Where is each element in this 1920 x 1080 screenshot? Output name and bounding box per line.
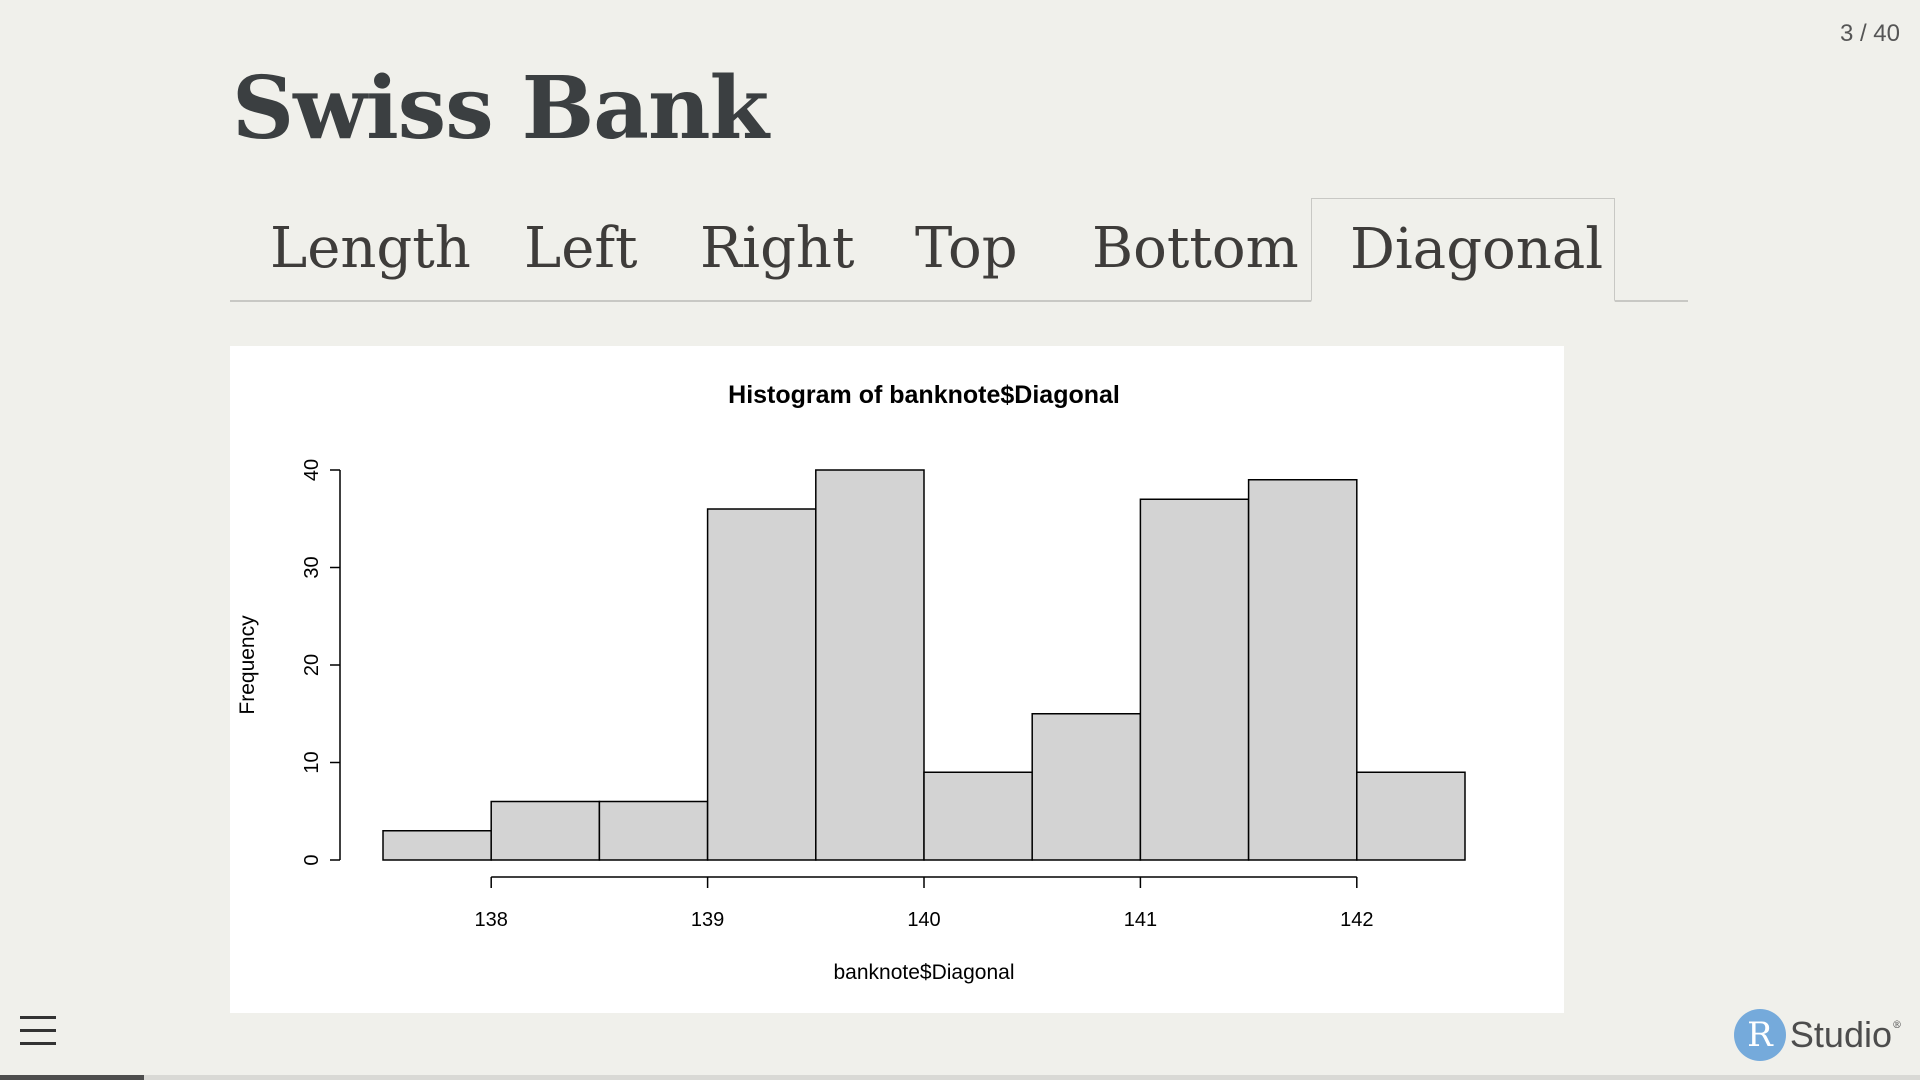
x-tick-label: 142 xyxy=(1340,909,1373,931)
x-tick-label: 140 xyxy=(907,909,940,931)
axes-group: 0 10 20 30 40 138 139 140 141 142 xyxy=(301,459,1373,931)
tabset: Length Left Right Top Bottom Diagonal xyxy=(230,198,1688,302)
y-tick-label: 10 xyxy=(301,751,323,773)
y-tick-label: 0 xyxy=(301,854,323,865)
progress-fill xyxy=(0,1075,144,1080)
r-logo-icon: R xyxy=(1733,1009,1786,1061)
histogram-bar xyxy=(923,771,1033,861)
rstudio-logo: R Studio ® xyxy=(1733,1008,1902,1062)
y-tick-label: 20 xyxy=(301,654,323,676)
slide-counter: 3 / 40 xyxy=(1839,20,1900,47)
histogram-bar xyxy=(1247,479,1358,861)
tab-right[interactable]: Right xyxy=(700,216,855,281)
histogram-bar xyxy=(490,800,601,861)
tab-left[interactable]: Left xyxy=(524,216,638,281)
x-tick-label: 141 xyxy=(1124,909,1157,931)
y-axis-label: Frequency xyxy=(236,615,259,715)
histogram-bar xyxy=(382,830,492,861)
menu-line xyxy=(20,1016,56,1019)
progress-bar xyxy=(0,1075,1920,1080)
menu-line xyxy=(20,1042,56,1045)
histogram-bar xyxy=(1031,713,1142,861)
histogram-panel: Histogram of banknote$Diagonal Frequency… xyxy=(230,346,1564,1013)
menu-line xyxy=(20,1029,56,1032)
page-title: Swiss Bank xyxy=(232,58,769,159)
histogram-bar xyxy=(598,800,709,861)
menu-icon[interactable] xyxy=(20,1016,56,1052)
tab-top[interactable]: Top xyxy=(915,216,1018,281)
bars-group xyxy=(382,469,1466,861)
chart-title: Histogram of banknote$Diagonal xyxy=(728,381,1120,409)
tab-bottom[interactable]: Bottom xyxy=(1092,216,1299,281)
registered-mark: ® xyxy=(1892,1020,1902,1031)
tab-length[interactable]: Length xyxy=(270,216,471,281)
histogram-chart: Histogram of banknote$Diagonal Frequency… xyxy=(236,381,1466,984)
histogram-bar xyxy=(815,469,925,861)
histogram-bar xyxy=(1139,498,1250,861)
x-tick-label: 139 xyxy=(691,909,724,931)
y-tick-label: 40 xyxy=(301,459,323,481)
tab-diagonal[interactable]: Diagonal xyxy=(1311,198,1615,302)
histogram-bar xyxy=(1356,771,1466,861)
histogram-bar xyxy=(706,508,817,861)
x-tick-label: 138 xyxy=(475,909,508,931)
logo-wordmark: Studio xyxy=(1789,1014,1892,1055)
y-tick-label: 30 xyxy=(301,556,323,578)
x-axis-label: banknote$Diagonal xyxy=(834,961,1015,984)
